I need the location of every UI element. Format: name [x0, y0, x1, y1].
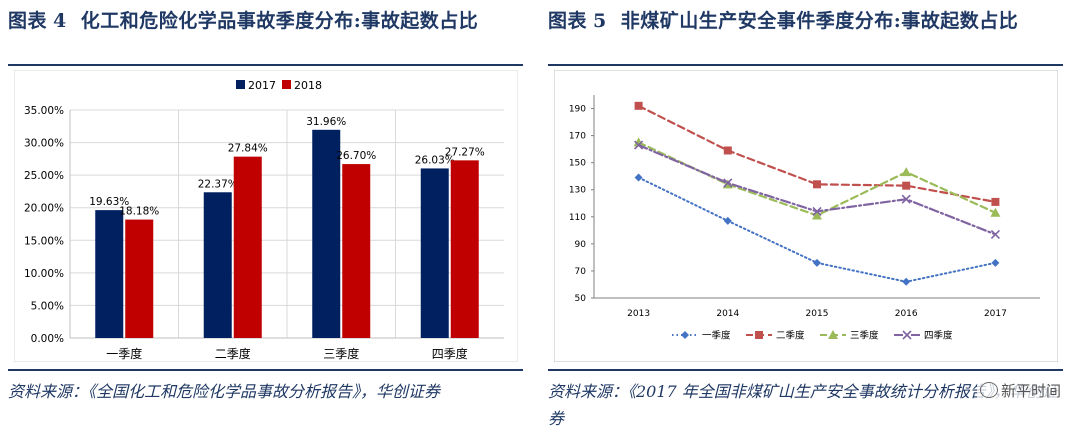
line-marker-4	[723, 178, 733, 188]
line-marker-3	[633, 137, 644, 147]
bar-2018	[233, 156, 262, 338]
left-figure-panel: 图表 4 化工和危险化学品事故季度分布:事故起数占比 0.00% 5.00% 10.00…	[8, 0, 528, 443]
right-top-rule	[548, 64, 1063, 66]
bar-data-label: 22.37%	[198, 178, 238, 190]
line-marker-1	[991, 258, 1000, 267]
wechat-icon	[979, 382, 998, 398]
bar-category-label: 三季度	[323, 346, 359, 361]
bar-2018	[125, 219, 154, 338]
line-x-tick-label: 2017	[984, 309, 1007, 319]
left-figure-title: 图表 4 化工和危险化学品事故季度分布:事故起数占比	[8, 6, 518, 36]
bar-y-tick-label: 15.00%	[24, 235, 64, 247]
bar-y-tick-label: 25.00%	[24, 170, 64, 182]
line-marker-3	[901, 167, 912, 177]
line-marker-4	[634, 140, 644, 150]
right-figure-number: 5	[593, 10, 607, 32]
line-marker-1	[634, 173, 643, 182]
legend-marker-2	[755, 331, 763, 339]
legend-swatch-2018	[282, 80, 291, 89]
bar-y-tick-label: 35.00%	[24, 105, 64, 117]
bar-y-tick-label: 30.00%	[24, 138, 64, 150]
line-marker-2	[723, 146, 732, 155]
bar-data-label: 18.18%	[119, 206, 159, 218]
bar-2018	[342, 164, 371, 338]
line-marker-4	[812, 206, 822, 216]
line-y-tick-label: 150	[569, 159, 586, 169]
legend-label-2017: 2017	[248, 79, 276, 92]
bar-data-label: 19.63%	[89, 196, 129, 208]
bar-category-label: 一季度	[106, 346, 142, 361]
line-marker-3	[990, 207, 1001, 217]
line-marker-4	[901, 194, 911, 204]
line-y-tick-label: 170	[569, 132, 586, 142]
line-marker-2	[902, 181, 911, 190]
line-x-tick-label: 2014	[716, 309, 739, 319]
line-marker-1	[902, 277, 911, 286]
bar-category-label: 四季度	[432, 346, 468, 361]
line-chart: 50 70 90 110 130 150 170 190 2013 2014 2015 2016 201…	[554, 70, 1058, 362]
bar-chart-box: 0.00% 5.00% 10.00% 15.00% 20.00% 25.00% 30.00%…	[14, 70, 518, 362]
line-x-tick-label: 2016	[895, 309, 918, 319]
line-marker-3	[812, 210, 822, 220]
legend-swatch-2017	[236, 80, 245, 89]
line-marker-4	[990, 229, 1000, 239]
left-figure-number: 4	[53, 10, 67, 32]
bar-y-tick-label: 20.00%	[24, 203, 64, 215]
legend-marker-4	[902, 330, 912, 340]
right-source-note: 资料来源：《2017 年全国非煤矿山生产安全事故统计分析报告》，华创证券	[548, 382, 1058, 428]
bar-2017	[203, 192, 232, 338]
line-y-tick-label: 70	[575, 267, 587, 277]
bar-2017	[312, 129, 341, 338]
right-figure-label: 图表	[548, 10, 588, 32]
legend-label-2: 二季度	[776, 330, 805, 342]
line-x-tick-label: 2013	[627, 309, 650, 319]
bar-data-label: 26.03%	[415, 154, 455, 166]
left-figure-label: 图表	[8, 10, 48, 32]
right-figure-title: 图表 5 非煤矿山生产安全事件季度分布:事故起数占比	[548, 6, 1058, 36]
line-series-2	[637, 104, 997, 204]
right-figure-title-text: 非煤矿山生产安全事件季度分布:事故起数占比	[620, 10, 1019, 32]
bar-category-label: 二季度	[215, 346, 251, 361]
legend-label-1: 一季度	[702, 330, 731, 342]
bar-2017	[420, 168, 449, 338]
line-chart-frame	[554, 70, 1058, 362]
line-y-tick-label: 50	[575, 294, 587, 304]
line-marker-1	[813, 258, 821, 267]
left-figure-title-text: 化工和危险化学品事故季度分布:事故起数占比	[80, 10, 479, 32]
left-top-rule	[8, 64, 523, 66]
line-x-tick-label: 2015	[806, 309, 829, 319]
legend-label-2018: 2018	[294, 79, 322, 92]
watermark-text: 新平时间	[1000, 382, 1061, 400]
legend-marker-3	[828, 330, 838, 339]
bar-data-label: 31.96%	[306, 116, 346, 128]
left-source-note: 资料来源：《全国化工和危险化学品事故分析报告》，华创证券	[8, 382, 441, 401]
line-y-tick-label: 190	[569, 105, 586, 115]
line-y-tick-label: 110	[569, 213, 586, 223]
line-y-tick-label: 90	[575, 240, 587, 250]
left-bottom-rule	[8, 369, 523, 371]
right-figure-panel: 图表 5 非煤矿山生产安全事件季度分布:事故起数占比 50 70 90 110 130 150…	[548, 0, 1068, 443]
bar-data-label: 27.27%	[445, 146, 485, 158]
line-marker-2	[813, 180, 821, 189]
bar-y-tick-label: 0.00%	[31, 333, 64, 345]
right-bottom-rule	[548, 369, 1063, 371]
legend-label-4: 四季度	[924, 330, 953, 342]
line-chart-box: 50 70 90 110 130 150 170 190 2013 2014 2015 2016 201…	[554, 70, 1058, 362]
line-marker-2	[991, 197, 1000, 206]
legend-marker-1	[681, 331, 689, 339]
bar-y-tick-label: 10.00%	[24, 268, 64, 280]
bar-2017	[95, 210, 124, 338]
bar-data-label: 27.84%	[228, 143, 268, 155]
line-y-tick-label: 130	[569, 186, 586, 196]
bar-chart: 0.00% 5.00% 10.00% 15.00% 20.00% 25.00% 30.00%…	[14, 70, 518, 362]
line-marker-2	[634, 101, 643, 110]
line-marker-1	[723, 216, 732, 225]
bar-data-label: 26.70%	[336, 150, 376, 162]
bar-y-tick-label: 5.00%	[31, 300, 64, 312]
legend-label-3: 三季度	[850, 330, 879, 342]
watermark: 新平时间	[976, 380, 1064, 401]
bar-2018	[450, 160, 479, 338]
